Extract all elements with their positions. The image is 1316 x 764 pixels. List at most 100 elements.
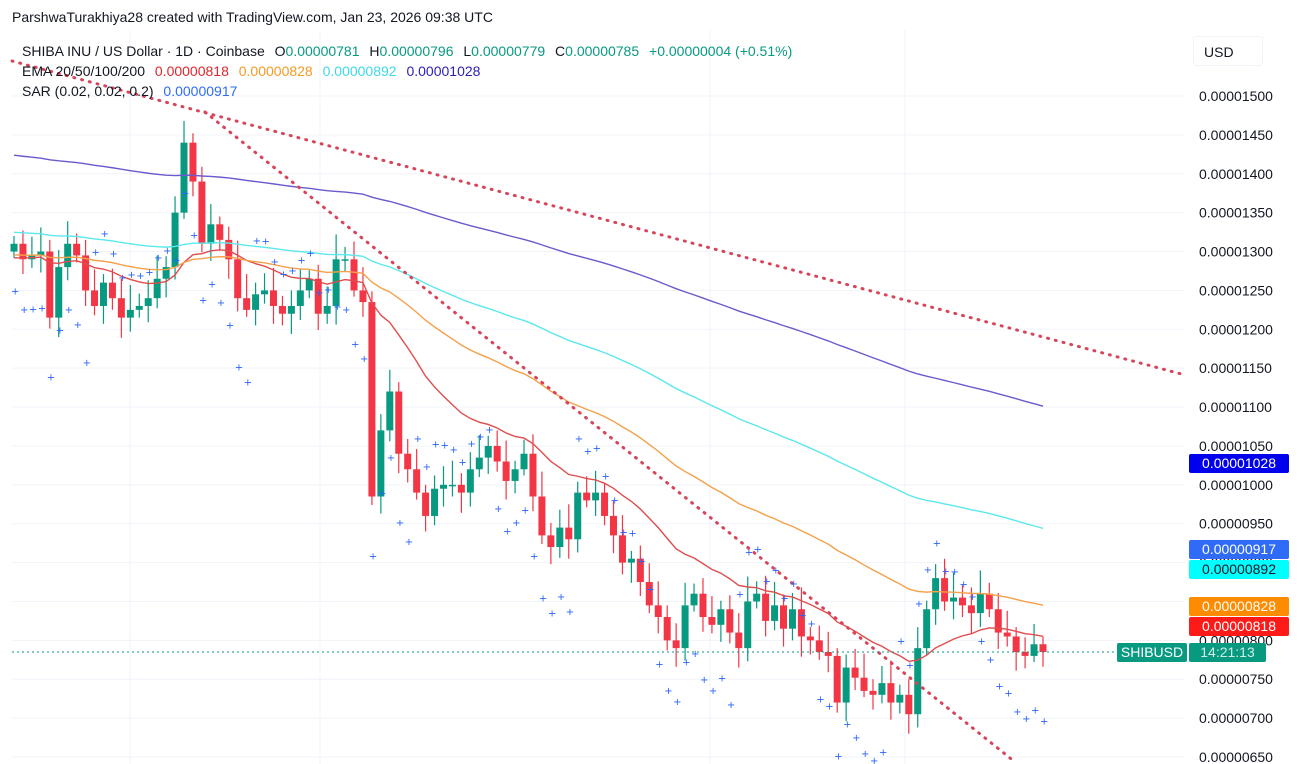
candle-body[interactable]: [189, 142, 197, 182]
candle-body[interactable]: [162, 267, 170, 279]
candle-body[interactable]: [359, 290, 367, 303]
candle-body[interactable]: [117, 298, 125, 318]
candle-body[interactable]: [1030, 644, 1038, 656]
candle-body[interactable]: [153, 278, 161, 299]
candle-body[interactable]: [269, 290, 277, 306]
candle-body[interactable]: [923, 609, 931, 649]
candle-body[interactable]: [967, 605, 975, 614]
candle-body[interactable]: [565, 527, 573, 540]
currency-selector[interactable]: USD: [1193, 36, 1263, 66]
candle-body[interactable]: [1003, 632, 1011, 637]
candle-body[interactable]: [985, 593, 993, 610]
candle-body[interactable]: [627, 558, 635, 563]
candle-body[interactable]: [851, 667, 859, 678]
candle-body[interactable]: [663, 617, 671, 641]
candle-body[interactable]: [806, 636, 814, 641]
candle-body[interactable]: [332, 259, 340, 306]
candle-body[interactable]: [19, 243, 27, 260]
candle-body[interactable]: [574, 492, 582, 540]
candle-body[interactable]: [207, 224, 215, 244]
candle-body[interactable]: [538, 496, 546, 536]
candle-body[interactable]: [753, 593, 761, 602]
candle-body[interactable]: [815, 640, 823, 653]
candle-body[interactable]: [636, 558, 644, 583]
candle-body[interactable]: [457, 484, 465, 493]
trendline-upper[interactable]: [10, 59, 1187, 377]
candle-body[interactable]: [296, 290, 304, 306]
candle-body[interactable]: [797, 609, 805, 637]
chart-area[interactable]: 0.00001500 0.00001450 0.00001400 0.00001350…: [0, 30, 1316, 764]
candle-body[interactable]: [243, 298, 251, 310]
candle-body[interactable]: [395, 391, 403, 454]
candle-body[interactable]: [126, 309, 134, 318]
candle-body[interactable]: [377, 430, 385, 497]
candle-body[interactable]: [350, 259, 358, 291]
candle-body[interactable]: [1012, 636, 1020, 653]
candle-body[interactable]: [860, 677, 868, 691]
candle-body[interactable]: [932, 578, 940, 610]
candle-body[interactable]: [610, 515, 618, 536]
candle-body[interactable]: [887, 683, 895, 703]
candle-body[interactable]: [645, 582, 653, 606]
candle-body[interactable]: [950, 597, 958, 602]
ema-label[interactable]: EMA 20/50/100/200: [22, 63, 145, 79]
candle-body[interactable]: [681, 605, 689, 649]
candle-body[interactable]: [135, 305, 143, 310]
candle-body[interactable]: [73, 243, 81, 256]
candle-body[interactable]: [314, 278, 322, 314]
candle-body[interactable]: [448, 484, 456, 487]
candle-body[interactable]: [511, 469, 519, 481]
candle-body[interactable]: [958, 597, 966, 606]
candle-body[interactable]: [842, 667, 850, 703]
candle-body[interactable]: [439, 484, 447, 489]
candle-body[interactable]: [1039, 644, 1047, 653]
candle-body[interactable]: [556, 527, 564, 548]
candle-body[interactable]: [216, 224, 224, 240]
candle-body[interactable]: [976, 593, 984, 614]
candle-body[interactable]: [502, 461, 510, 481]
candle-body[interactable]: [520, 453, 528, 470]
candle-body[interactable]: [55, 267, 63, 318]
candle-body[interactable]: [914, 648, 922, 715]
candle-body[interactable]: [171, 212, 179, 268]
candle-body[interactable]: [323, 305, 331, 314]
candle-body[interactable]: [37, 251, 45, 256]
candle-body[interactable]: [278, 305, 286, 314]
candle-body[interactable]: [654, 605, 662, 618]
symbol-title[interactable]: SHIBA INU / US Dollar · 1D · Coinbase: [22, 43, 265, 59]
sar-label[interactable]: SAR (0.02, 0.02, 0.2): [22, 83, 154, 99]
candlestick-chart[interactable]: 0.00001500 0.00001450 0.00001400 0.00001350…: [0, 30, 1316, 764]
candle-body[interactable]: [905, 694, 913, 715]
candle-body[interactable]: [261, 290, 269, 295]
candle-body[interactable]: [64, 243, 72, 268]
candle-body[interactable]: [618, 535, 626, 563]
candle-body[interactable]: [305, 278, 313, 291]
candle-body[interactable]: [234, 259, 242, 299]
candle-body[interactable]: [788, 609, 796, 629]
candle-body[interactable]: [699, 593, 707, 618]
candle-body[interactable]: [601, 492, 609, 516]
candle-body[interactable]: [493, 445, 501, 462]
candle-body[interactable]: [144, 298, 152, 306]
candle-body[interactable]: [225, 239, 233, 260]
candle-body[interactable]: [99, 282, 107, 306]
candle-body[interactable]: [431, 488, 439, 516]
candle-body[interactable]: [180, 142, 188, 213]
candle-body[interactable]: [422, 492, 430, 516]
candle-body[interactable]: [717, 609, 725, 625]
candle-body[interactable]: [82, 255, 90, 291]
candle-body[interactable]: [896, 694, 904, 703]
candle-body[interactable]: [466, 469, 474, 493]
candle-body[interactable]: [198, 181, 206, 244]
candle-body[interactable]: [583, 492, 591, 501]
candle-body[interactable]: [726, 609, 734, 633]
candle-body[interactable]: [878, 683, 886, 695]
candle-body[interactable]: [413, 469, 421, 493]
candle-body[interactable]: [762, 593, 770, 621]
candle-body[interactable]: [1021, 652, 1029, 656]
trendline-lower[interactable]: [203, 110, 1017, 764]
candle-body[interactable]: [592, 492, 600, 501]
candle-body[interactable]: [833, 655, 841, 703]
candle-body[interactable]: [824, 652, 832, 656]
candle-body[interactable]: [672, 640, 680, 649]
